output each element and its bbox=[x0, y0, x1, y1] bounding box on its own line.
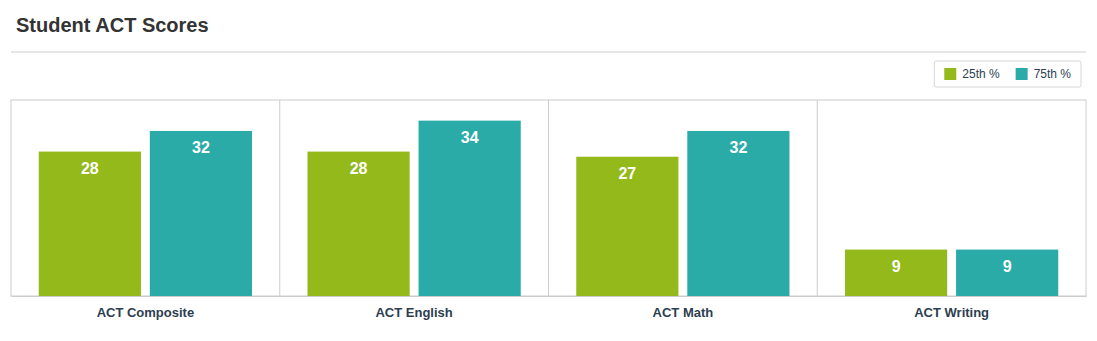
data-label: 32 bbox=[192, 139, 210, 156]
bar bbox=[150, 131, 252, 296]
data-label: 9 bbox=[1003, 258, 1012, 275]
plot-frame bbox=[11, 100, 1086, 296]
legend-label: 75th % bbox=[1034, 67, 1072, 81]
legend-item: 25th % bbox=[944, 67, 1000, 81]
data-label: 32 bbox=[730, 139, 748, 156]
data-label: 28 bbox=[81, 160, 99, 177]
separator bbox=[11, 52, 1086, 53]
legend-swatch bbox=[1016, 68, 1028, 80]
bar bbox=[576, 157, 678, 296]
data-label: 9 bbox=[892, 258, 901, 275]
legend-frame bbox=[934, 61, 1081, 87]
bar bbox=[845, 250, 947, 296]
bar bbox=[419, 121, 521, 296]
data-label: 28 bbox=[350, 160, 368, 177]
x-tick-label: ACT Math bbox=[653, 305, 714, 320]
x-tick: ACT Writing bbox=[914, 296, 989, 320]
x-tick-label: ACT Writing bbox=[914, 305, 989, 320]
title: Student ACT Scores bbox=[16, 14, 209, 36]
panel-divider bbox=[279, 100, 280, 296]
data-label: 34 bbox=[461, 129, 479, 146]
data-label: 27 bbox=[618, 165, 636, 182]
dividers bbox=[280, 100, 818, 296]
legend: 25th % 75th % bbox=[934, 61, 1081, 87]
bar bbox=[308, 152, 410, 296]
x-tick-label: ACT English bbox=[375, 305, 452, 320]
bar bbox=[956, 250, 1058, 296]
bar bbox=[39, 152, 141, 296]
x-tick: ACT Composite bbox=[97, 296, 195, 320]
legend-swatch bbox=[944, 68, 956, 80]
x-tick: ACT English bbox=[375, 296, 452, 320]
x-tick: ACT Math bbox=[653, 296, 714, 320]
x-axis-line bbox=[12, 296, 1087, 297]
legend-label: 25th % bbox=[962, 67, 1000, 81]
legend-item: 75th % bbox=[1016, 67, 1072, 81]
x-tick-label: ACT Composite bbox=[97, 305, 195, 320]
data-labels: 28 28 27 9 32 34 32 9 bbox=[81, 129, 1012, 275]
panel-divider bbox=[548, 100, 549, 296]
chart: Student ACT Scores 28 28 27 9 32 34 32 9 ACT Comp… bbox=[0, 0, 1097, 341]
panel-divider bbox=[817, 100, 818, 296]
x-axis: ACT Composite ACT English ACT Math ACT Writ… bbox=[12, 296, 1087, 320]
bar bbox=[687, 131, 789, 296]
bars bbox=[39, 121, 1058, 296]
